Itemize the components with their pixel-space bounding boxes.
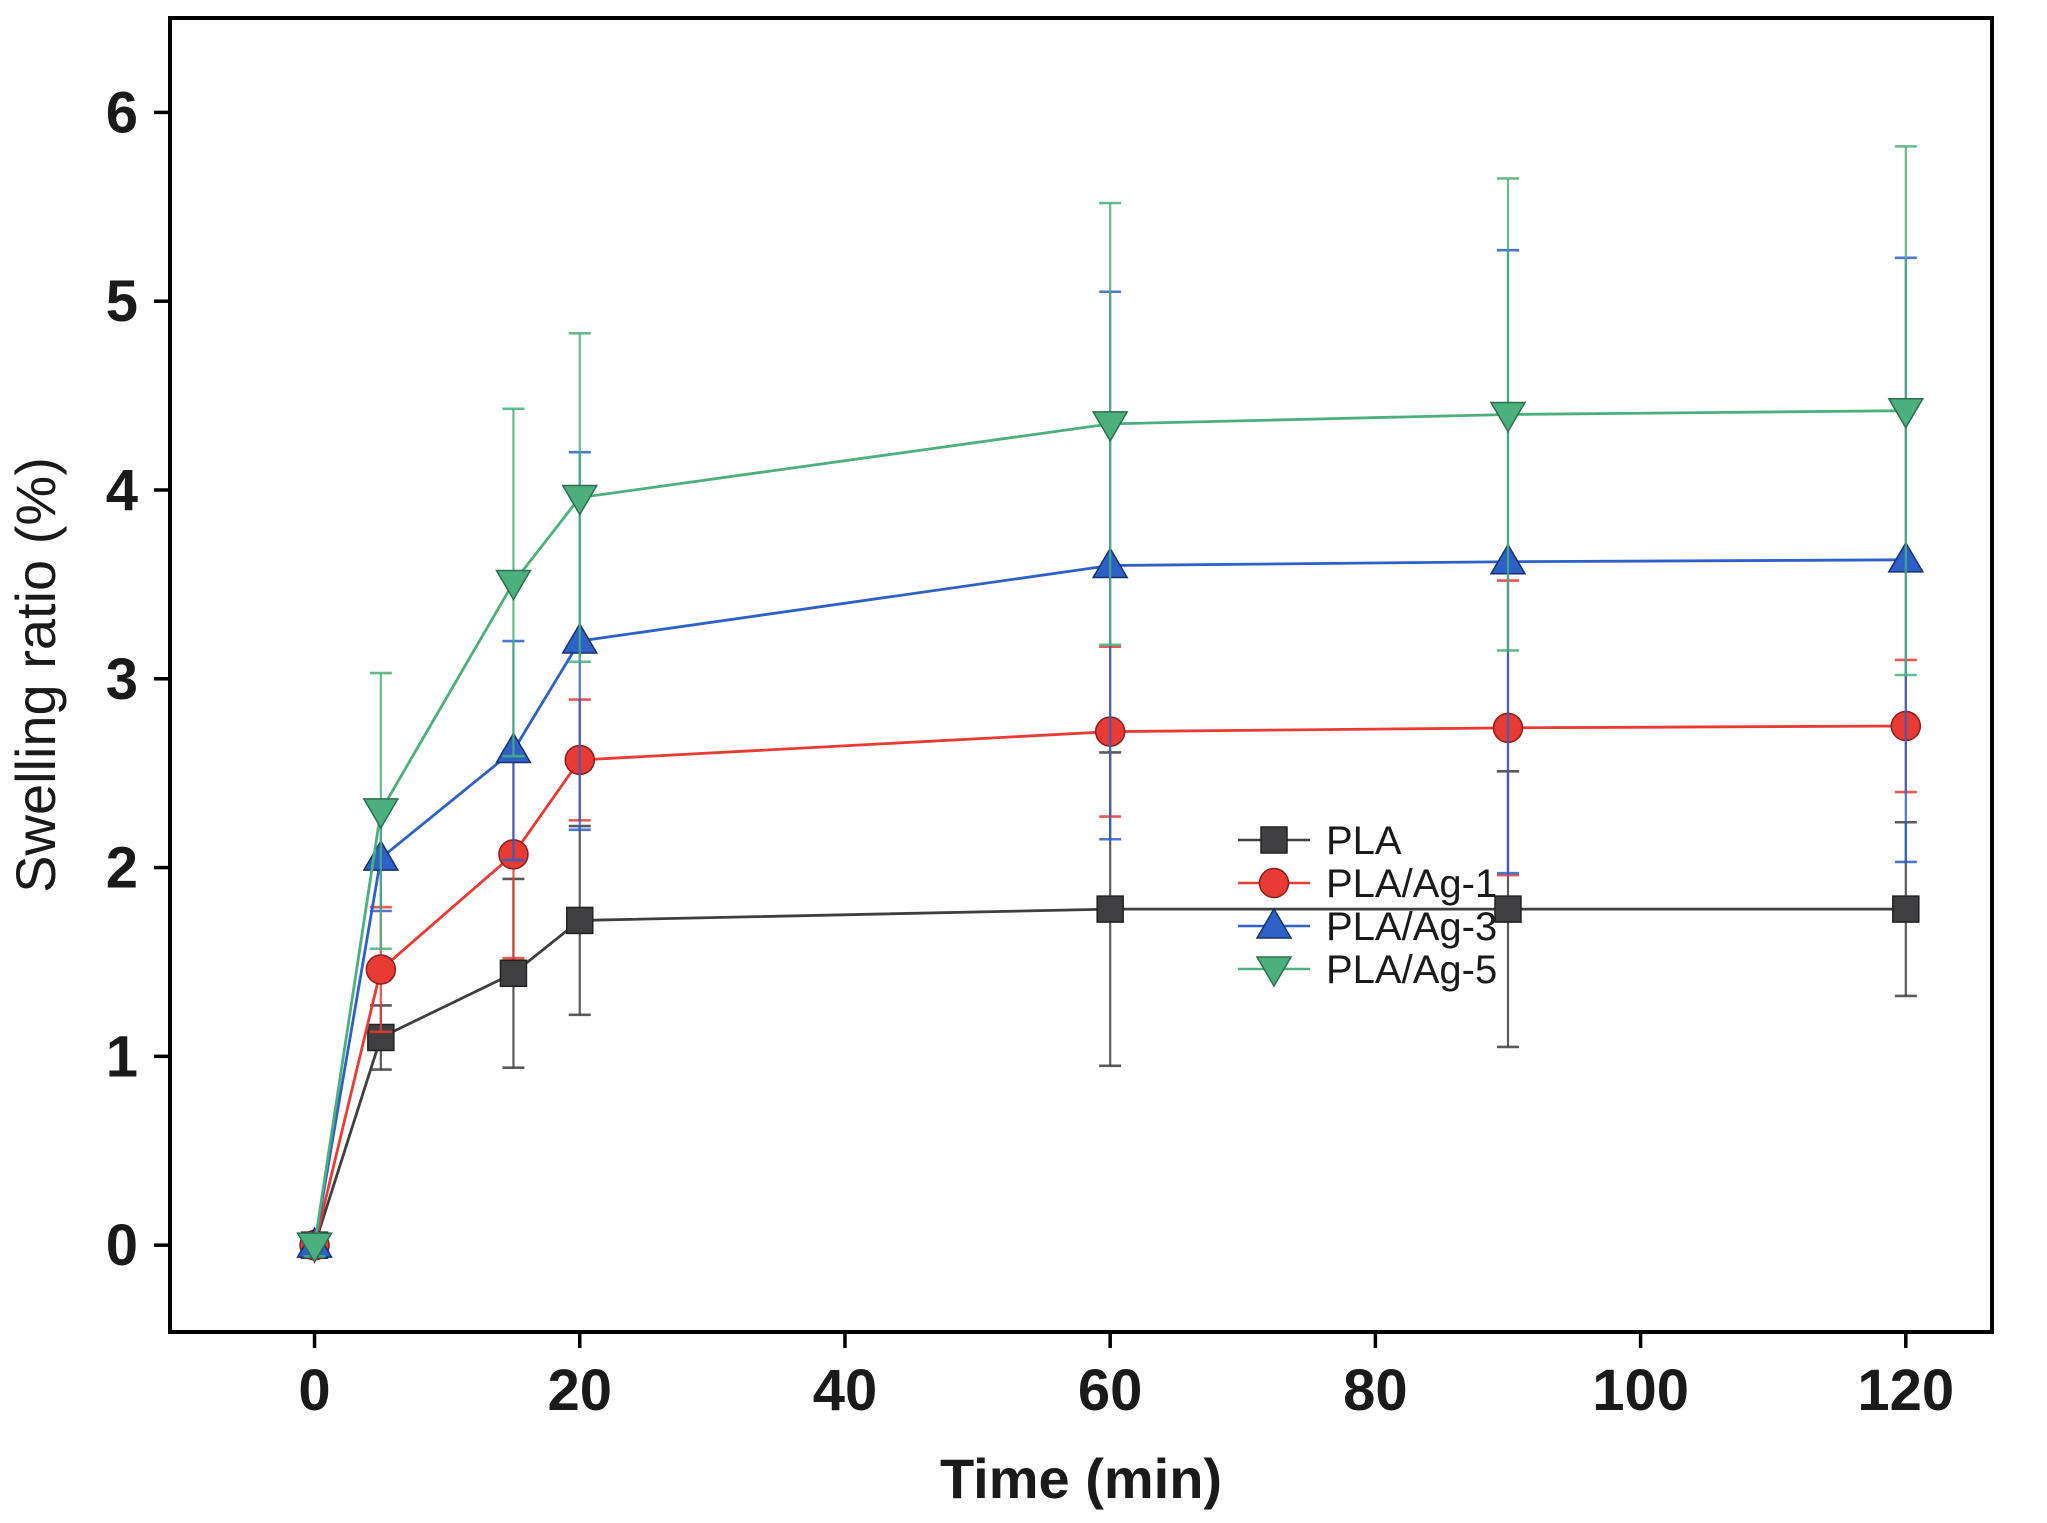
series-PLA-Ag-5	[296, 145, 1925, 1264]
y-axis-tick-label: 6	[106, 80, 138, 145]
data-point-marker	[296, 1232, 333, 1264]
legend-item: PLA/Ag-3	[1238, 905, 1497, 949]
legend-item-label: PLA/Ag-5	[1326, 948, 1497, 992]
y-axis-tick-label: 3	[106, 647, 138, 712]
legend-item-label: PLA/Ag-3	[1326, 905, 1497, 949]
legend-item-label: PLA/Ag-1	[1326, 862, 1497, 906]
y-axis-tick-label: 4	[106, 458, 138, 523]
legend-marker-triangle-up-icon	[1255, 907, 1293, 939]
data-point-marker	[561, 484, 599, 517]
x-axis-tick-label: 60	[1078, 1358, 1143, 1423]
data-point-marker	[1489, 401, 1527, 433]
series-layer	[296, 145, 1925, 1264]
data-point-marker	[362, 798, 400, 830]
y-axis-title: Swelling ratio (%)	[4, 457, 67, 893]
y-axis-tick-label: 1	[106, 1024, 138, 1089]
data-point-marker	[1091, 411, 1129, 443]
x-axis-tick-label: 40	[813, 1358, 878, 1423]
axes-layer: 0 20 40 60 80 100 120 0 1 2 3 4 5 6	[106, 80, 1954, 1423]
data-point-marker	[1887, 397, 1925, 430]
y-axis-tick-label: 2	[106, 836, 138, 901]
legend-marker-triangle-down-icon	[1255, 956, 1293, 988]
legend-item: PLA/Ag-5	[1238, 948, 1497, 992]
legend-item: PLA	[1238, 819, 1402, 863]
y-axis-tick-label: 5	[106, 269, 138, 334]
data-point-marker	[1494, 895, 1522, 923]
x-axis-title: Time (min)	[940, 1447, 1222, 1510]
y-axis-tick-label: 0	[106, 1213, 138, 1278]
data-point-marker	[365, 954, 397, 985]
legend-marker-square-icon	[1260, 826, 1288, 854]
legend-marker-circle-icon	[1258, 867, 1290, 899]
data-point-marker	[495, 569, 532, 601]
data-point-marker	[1096, 895, 1124, 923]
legend-item: PLA/Ag-1	[1238, 862, 1497, 906]
data-point-marker	[1892, 895, 1920, 923]
plot-frame	[168, 16, 1994, 1334]
x-axis-tick-label: 20	[547, 1358, 612, 1423]
x-axis-tick-label: 100	[1592, 1358, 1689, 1423]
x-axis-tick-label: 120	[1857, 1358, 1954, 1423]
plot-border	[168, 16, 1994, 1334]
legend-item-label: PLA	[1326, 819, 1402, 863]
data-point-marker	[499, 959, 528, 988]
data-point-marker	[566, 906, 594, 935]
x-axis-tick-label: 0	[298, 1358, 330, 1423]
x-axis-tick-label: 80	[1343, 1358, 1408, 1423]
